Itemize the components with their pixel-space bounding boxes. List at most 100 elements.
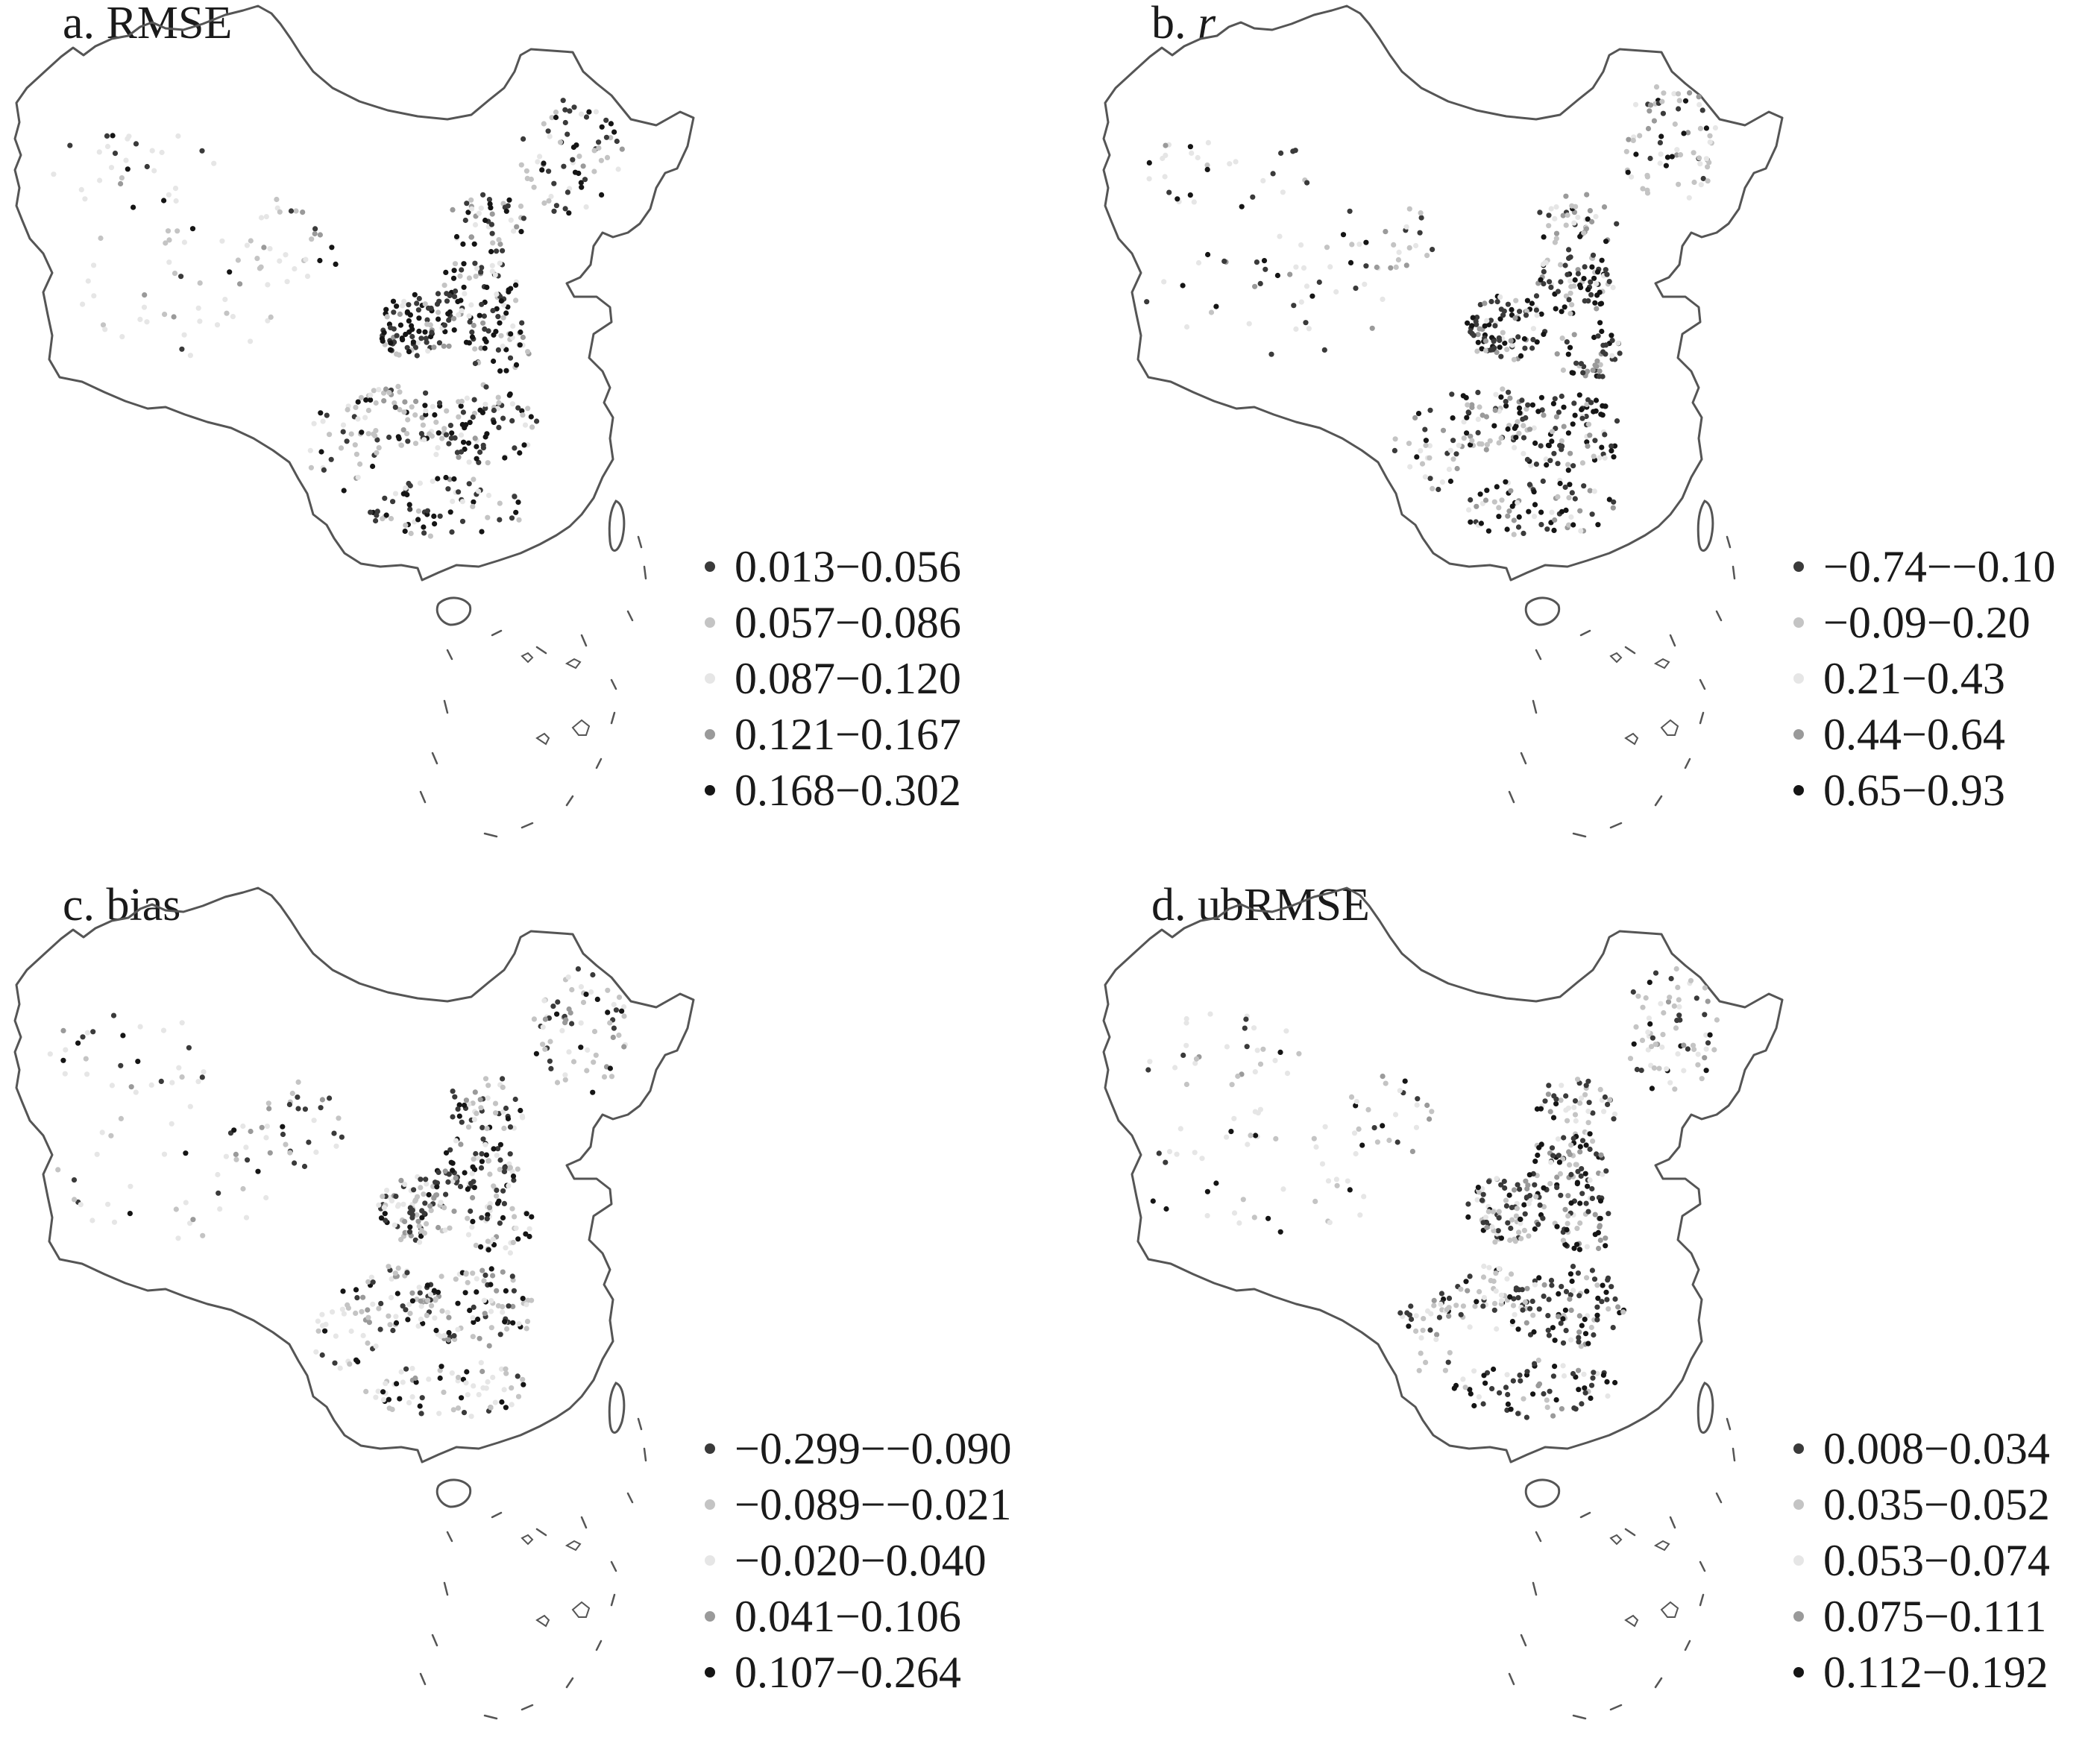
station-point <box>1567 482 1573 488</box>
station-point <box>1599 257 1605 263</box>
station-point <box>1651 1065 1657 1071</box>
station-point <box>1568 1142 1574 1148</box>
station-point <box>1467 1324 1473 1330</box>
station-point <box>1544 1405 1550 1411</box>
station-point <box>1513 297 1519 303</box>
station-point <box>120 1033 126 1039</box>
station-point <box>1383 229 1389 235</box>
station-point <box>181 332 187 338</box>
station-point <box>1594 358 1600 364</box>
station-point <box>1471 1368 1477 1374</box>
maritime-boundary-dash <box>1579 1511 1591 1519</box>
station-point <box>1598 1152 1604 1158</box>
station-point <box>1663 163 1669 168</box>
station-point <box>1558 279 1564 285</box>
legend-label: 0.44−0.64 <box>1823 709 2005 759</box>
station-point <box>471 499 477 505</box>
station-point <box>1577 1220 1583 1226</box>
station-point <box>1567 311 1573 317</box>
station-point <box>1353 1103 1359 1109</box>
station-point <box>1415 411 1422 417</box>
station-point <box>504 1326 510 1332</box>
station-point <box>235 257 241 263</box>
station-point <box>96 149 102 155</box>
station-point <box>1565 351 1571 357</box>
station-point <box>386 434 392 441</box>
station-point <box>1236 1220 1242 1226</box>
station-point <box>470 1164 476 1170</box>
station-point <box>525 349 531 355</box>
station-point <box>491 1183 497 1189</box>
station-point <box>1609 1284 1614 1290</box>
maritime-boundary-dash <box>419 1672 427 1686</box>
south-china-sea-islands <box>521 1534 591 1628</box>
station-point <box>1577 1149 1583 1155</box>
station-point <box>382 495 388 501</box>
station-point <box>1402 1078 1408 1084</box>
station-point <box>460 409 467 415</box>
station-point <box>383 386 389 392</box>
station-point <box>1603 342 1609 348</box>
maritime-boundary-dash <box>1572 1714 1587 1720</box>
station-point <box>490 1374 496 1381</box>
station-point <box>1645 1047 1651 1053</box>
station-point <box>1675 91 1682 97</box>
station-point <box>130 204 136 210</box>
station-point <box>1576 1335 1582 1341</box>
panel-metric: RMSE <box>106 0 233 48</box>
station-point <box>485 1379 491 1385</box>
station-point <box>482 401 488 407</box>
station-point <box>466 459 472 465</box>
station-point <box>223 1153 229 1159</box>
station-point <box>487 1205 493 1211</box>
station-point <box>1576 1329 1582 1335</box>
station-point <box>515 405 521 411</box>
station-point <box>304 274 311 280</box>
station-point <box>1510 1378 1516 1384</box>
station-point <box>1319 1161 1326 1167</box>
station-point <box>1515 419 1521 425</box>
station-point <box>569 986 575 993</box>
station-point <box>1517 1372 1523 1379</box>
station-point <box>345 406 350 413</box>
station-point <box>1414 1102 1420 1108</box>
station-point <box>1327 1220 1333 1226</box>
station-point <box>495 1146 501 1152</box>
station-point <box>607 1020 613 1026</box>
station-point <box>375 1388 381 1394</box>
station-point <box>1541 1390 1547 1397</box>
station-point <box>1584 1288 1590 1294</box>
station-point <box>313 1149 319 1155</box>
station-point <box>511 1177 517 1183</box>
station-point <box>355 399 361 405</box>
station-point <box>1511 1187 1518 1193</box>
station-point <box>500 1215 506 1220</box>
station-point <box>1557 1171 1563 1176</box>
station-point <box>1251 1215 1257 1220</box>
station-point <box>1569 490 1575 496</box>
station-point <box>1277 1049 1283 1055</box>
station-point <box>557 139 564 145</box>
station-point <box>365 1279 371 1285</box>
station-point <box>1696 101 1702 107</box>
station-point <box>473 1150 479 1157</box>
station-point <box>1497 344 1503 350</box>
station-point <box>1530 326 1536 332</box>
station-point <box>447 1225 453 1231</box>
station-point <box>362 415 368 420</box>
station-point <box>1183 1042 1189 1048</box>
station-point <box>1579 1138 1586 1144</box>
station-point <box>424 508 431 514</box>
station-point <box>519 408 525 414</box>
station-point <box>426 1376 432 1382</box>
station-point <box>345 1305 351 1311</box>
station-point <box>418 1316 424 1323</box>
station-point <box>1644 187 1650 193</box>
station-point <box>315 1318 321 1324</box>
station-point <box>370 1301 376 1307</box>
station-point <box>516 517 522 523</box>
station-point <box>1539 407 1545 413</box>
station-point <box>1421 1316 1427 1322</box>
station-point <box>1512 1238 1518 1244</box>
station-point <box>429 330 435 336</box>
